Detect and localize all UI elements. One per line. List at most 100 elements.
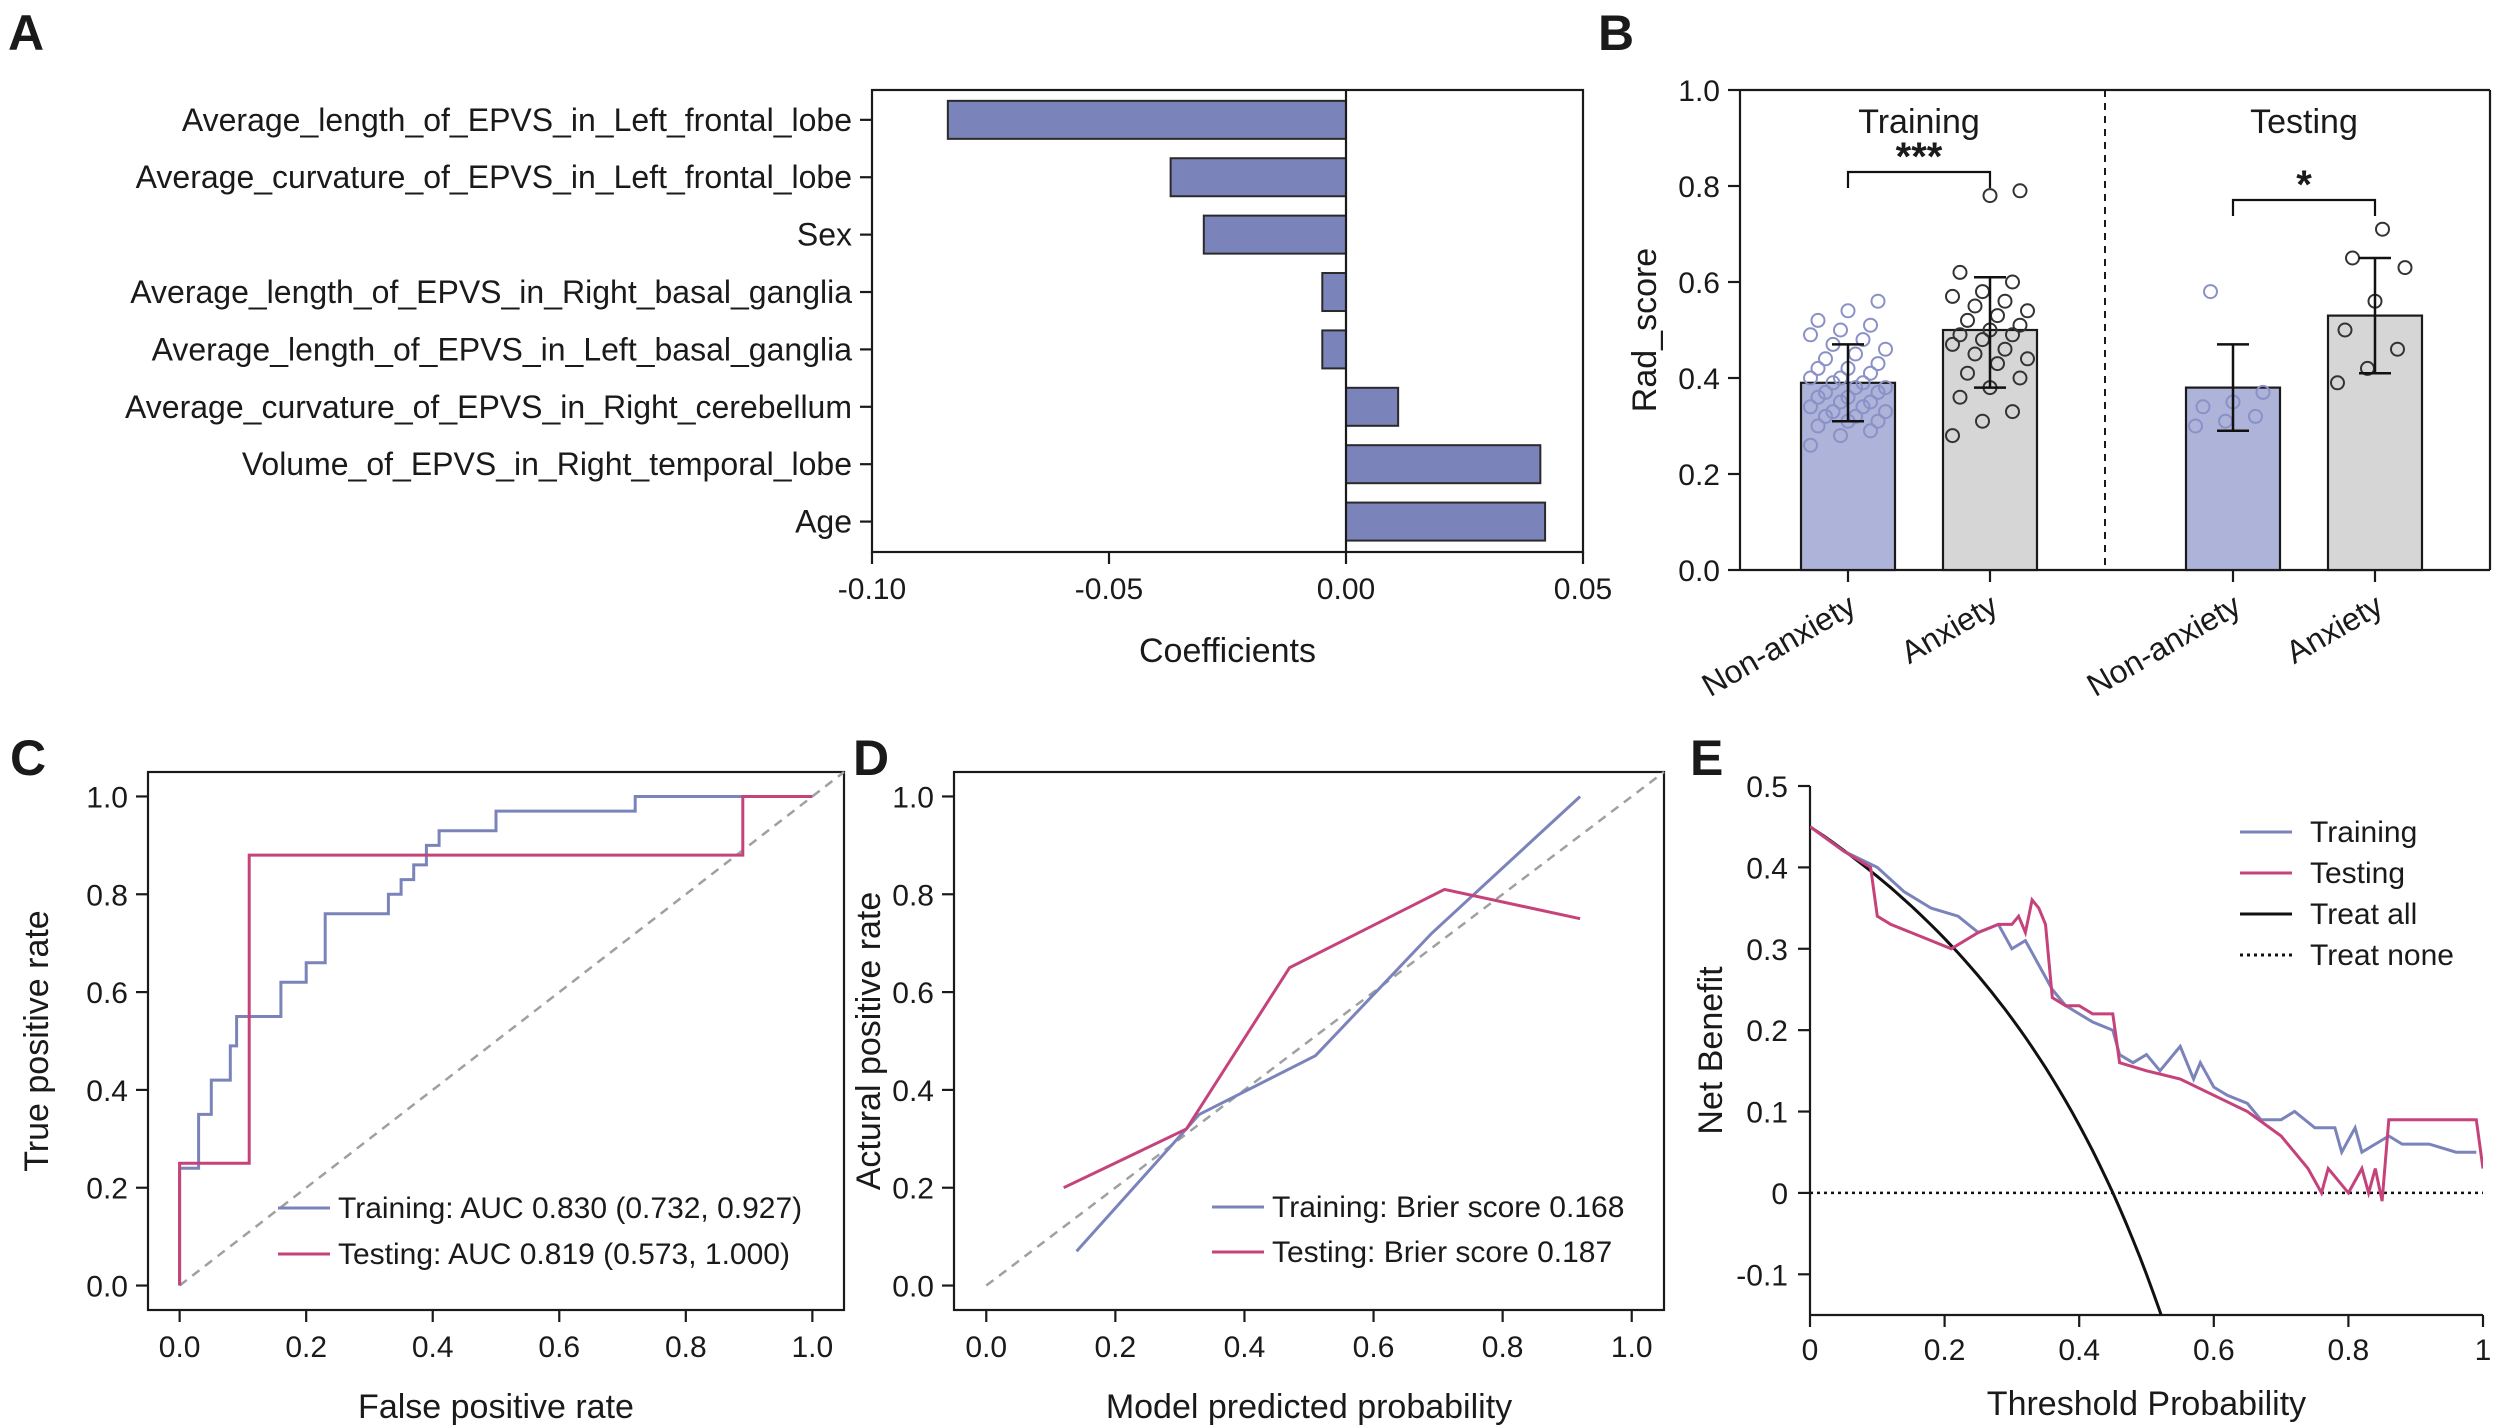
data-point bbox=[2005, 274, 2020, 290]
plot-area bbox=[1810, 825, 2483, 1315]
panel-c-roc-chart: 0.0 0.0 0.2 0.2 0.4 0.4 0.6 0.6 0.8 0.8 1.0 1.0 Fals… bbox=[18, 770, 846, 1425]
significance-label: * bbox=[2296, 163, 2312, 207]
data-point bbox=[2203, 284, 2218, 300]
y-axis-label: Actural positive rate bbox=[850, 892, 888, 1191]
legend-label: Treat all bbox=[2310, 898, 2417, 931]
data-point bbox=[1810, 360, 1826, 376]
category-label: Volume_of_EPVS_in_Right_temporal_lobe bbox=[242, 446, 852, 482]
data-point bbox=[1967, 346, 1983, 362]
panel-letter-e: E bbox=[1690, 730, 1723, 786]
x-tick-label: 1.0 bbox=[1611, 1331, 1653, 1364]
data-point bbox=[1952, 327, 1968, 343]
x-category-label: Anxiety bbox=[1895, 587, 2004, 671]
series-line-treat-all bbox=[1810, 825, 2163, 1315]
y-tick-label: 0.8 bbox=[1678, 171, 1720, 204]
data-point bbox=[2188, 418, 2203, 434]
data-point bbox=[1863, 365, 1878, 381]
data-point bbox=[1810, 312, 1826, 328]
legend-label: Testing: Brier score 0.187 bbox=[1272, 1236, 1612, 1269]
series-line-testing bbox=[1063, 887, 1581, 1190]
data-point bbox=[1975, 413, 1990, 429]
data-point bbox=[2375, 221, 2390, 237]
y-tick-label: 0.4 bbox=[892, 1075, 934, 1108]
legend-label: Training: Brier score 0.168 bbox=[1272, 1191, 1624, 1224]
data-point bbox=[1803, 370, 1818, 386]
x-tick-label: 0.0 bbox=[965, 1331, 1007, 1364]
data-point bbox=[1870, 293, 1886, 309]
data-point bbox=[1870, 413, 1886, 429]
coefficient-bar bbox=[1345, 444, 1542, 485]
data-point bbox=[1863, 423, 1878, 439]
data-point bbox=[1952, 264, 1968, 280]
panel-letter-b: B bbox=[1598, 5, 1634, 61]
data-point bbox=[1825, 404, 1841, 420]
data-point bbox=[2330, 375, 2345, 391]
y-tick-label: 0.1 bbox=[1746, 1097, 1788, 1130]
y-axis-label: Rad_score bbox=[1626, 248, 1664, 412]
data-point bbox=[1825, 375, 1841, 391]
y-tick-label: 0.0 bbox=[892, 1271, 934, 1304]
y-tick-label: 0.4 bbox=[86, 1075, 128, 1108]
x-tick-label: 0.00 bbox=[1317, 573, 1375, 606]
x-tick-label: 0.8 bbox=[1482, 1331, 1524, 1364]
data-point bbox=[2390, 341, 2405, 357]
x-tick-label: 1.0 bbox=[792, 1331, 834, 1364]
x-tick-label: 0.6 bbox=[538, 1331, 580, 1364]
data-point bbox=[1855, 332, 1871, 348]
x-axis-label: Model predicted probability bbox=[1106, 1388, 1512, 1425]
y-tick-label: 0.0 bbox=[1678, 555, 1720, 588]
coefficient-bar bbox=[1345, 501, 1547, 542]
category-label: Average_curvature_of_EPVS_in_Left_fronta… bbox=[136, 159, 852, 195]
category-label: Sex bbox=[797, 217, 852, 253]
data-point bbox=[2005, 404, 2020, 420]
x-category-label: Non-anxiety bbox=[1696, 587, 1862, 704]
data-point bbox=[1997, 293, 2013, 309]
data-point bbox=[1878, 380, 1893, 396]
series-line-testing bbox=[1810, 825, 2483, 1202]
data-point bbox=[2012, 317, 2028, 333]
y-tick-label: 0.6 bbox=[86, 977, 128, 1010]
panel-letter-c: C bbox=[10, 730, 46, 786]
data-point bbox=[1952, 389, 1968, 405]
x-tick-label: -0.10 bbox=[838, 573, 906, 606]
coefficient-bar bbox=[1202, 214, 1348, 255]
x-tick-label: 0.6 bbox=[1353, 1331, 1395, 1364]
x-tick-label: 1 bbox=[2475, 1334, 2492, 1367]
x-tick-label: 0.05 bbox=[1554, 573, 1612, 606]
data-point bbox=[1855, 375, 1871, 391]
data-point bbox=[2012, 183, 2028, 199]
category-label: Age bbox=[795, 504, 852, 540]
data-point bbox=[1863, 394, 1878, 410]
x-category-label: Non-anxiety bbox=[2081, 587, 2247, 704]
data-point bbox=[2012, 370, 2028, 386]
data-point bbox=[2248, 408, 2263, 424]
panel-a-coefficients-chart: Average_length_of_EPVS_in_Left_frontal_l… bbox=[125, 88, 1612, 670]
data-point bbox=[1818, 384, 1833, 400]
data-point bbox=[2020, 351, 2035, 367]
data-point bbox=[1945, 428, 1960, 444]
y-tick-label: 0.5 bbox=[1746, 771, 1788, 804]
data-point bbox=[1863, 317, 1878, 333]
data-point bbox=[1833, 322, 1848, 338]
data-point bbox=[1997, 341, 2013, 357]
y-tick-label: 0.2 bbox=[86, 1173, 128, 1206]
plot-frame bbox=[146, 770, 846, 1312]
panel-e-decision-curve-chart: 0 0.2 0.4 0.6 0.8 1 -0.1 0 0.1 0.2 0.3 0.4 0.5 Thresh… bbox=[1692, 771, 2491, 1423]
x-tick-label: -0.05 bbox=[1075, 573, 1143, 606]
data-point bbox=[1870, 384, 1886, 400]
y-tick-label: 0.3 bbox=[1746, 934, 1788, 967]
legend-label: Testing bbox=[2310, 857, 2405, 890]
legend-label: Treat none bbox=[2310, 939, 2454, 972]
data-point bbox=[1990, 308, 2005, 324]
y-tick-label: 1.0 bbox=[892, 781, 934, 814]
group-title: Testing bbox=[2250, 103, 2358, 141]
y-tick-label: -0.1 bbox=[1736, 1259, 1788, 1292]
data-point bbox=[1960, 312, 1975, 328]
reference-diagonal bbox=[985, 771, 1665, 1287]
plot-frame bbox=[952, 770, 1666, 1312]
data-point bbox=[1878, 404, 1893, 420]
data-point bbox=[1803, 327, 1818, 343]
y-axis-label: True positive rate bbox=[18, 910, 56, 1171]
y-tick-label: 0.8 bbox=[86, 879, 128, 912]
